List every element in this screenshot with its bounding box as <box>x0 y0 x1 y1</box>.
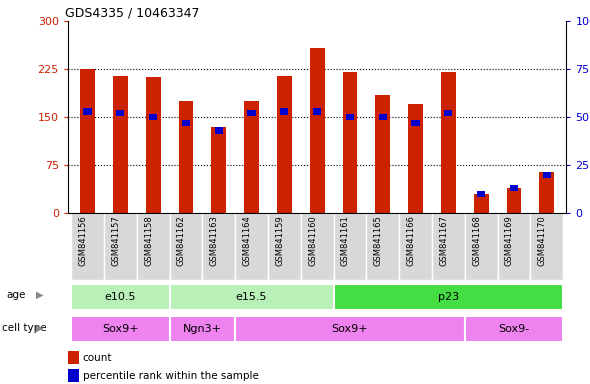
Text: GSM841160: GSM841160 <box>308 215 317 266</box>
Text: count: count <box>83 353 112 363</box>
Text: GSM841170: GSM841170 <box>537 215 547 266</box>
Text: e15.5: e15.5 <box>236 291 267 302</box>
Text: percentile rank within the sample: percentile rank within the sample <box>83 371 258 381</box>
Bar <box>411 120 419 126</box>
Bar <box>379 114 387 120</box>
FancyBboxPatch shape <box>235 316 465 342</box>
FancyBboxPatch shape <box>366 213 399 280</box>
FancyBboxPatch shape <box>71 316 169 342</box>
Bar <box>510 185 518 191</box>
Text: age: age <box>6 290 25 300</box>
Text: GSM841161: GSM841161 <box>341 215 350 266</box>
Text: GSM841165: GSM841165 <box>373 215 383 266</box>
FancyBboxPatch shape <box>169 213 202 280</box>
Text: GSM841164: GSM841164 <box>242 215 251 266</box>
Bar <box>68 351 78 364</box>
FancyBboxPatch shape <box>235 213 268 280</box>
Bar <box>441 72 455 213</box>
Text: Sox9-: Sox9- <box>499 324 530 334</box>
Text: ▶: ▶ <box>37 323 44 333</box>
Bar <box>149 114 157 120</box>
Text: cell type: cell type <box>2 323 47 333</box>
FancyBboxPatch shape <box>71 213 104 280</box>
Text: GSM841167: GSM841167 <box>440 215 448 266</box>
Bar <box>113 76 127 213</box>
Bar <box>247 110 255 116</box>
Bar <box>444 110 453 116</box>
Text: Sox9+: Sox9+ <box>332 324 368 334</box>
FancyBboxPatch shape <box>497 213 530 280</box>
Bar <box>507 187 522 213</box>
Bar <box>343 72 358 213</box>
FancyBboxPatch shape <box>202 213 235 280</box>
FancyBboxPatch shape <box>465 316 563 342</box>
Bar <box>211 127 226 213</box>
Text: Ngn3+: Ngn3+ <box>183 324 222 334</box>
Text: e10.5: e10.5 <box>104 291 136 302</box>
FancyBboxPatch shape <box>169 316 235 342</box>
Text: GSM841156: GSM841156 <box>78 215 87 266</box>
FancyBboxPatch shape <box>530 213 563 280</box>
FancyBboxPatch shape <box>399 213 432 280</box>
Bar <box>277 76 291 213</box>
Bar <box>346 114 354 120</box>
Text: p23: p23 <box>438 291 459 302</box>
Text: GSM841158: GSM841158 <box>144 215 153 266</box>
Bar <box>474 194 489 213</box>
Bar <box>408 104 423 213</box>
FancyBboxPatch shape <box>71 284 169 310</box>
Bar <box>116 110 124 116</box>
Text: GSM841169: GSM841169 <box>505 215 514 266</box>
Text: Sox9+: Sox9+ <box>102 324 139 334</box>
FancyBboxPatch shape <box>465 213 497 280</box>
Bar <box>182 120 190 126</box>
Text: GSM841168: GSM841168 <box>472 215 481 266</box>
Text: GDS4335 / 10463347: GDS4335 / 10463347 <box>65 7 200 20</box>
FancyBboxPatch shape <box>137 213 169 280</box>
Bar <box>539 172 554 213</box>
Text: GSM841162: GSM841162 <box>177 215 186 266</box>
Bar <box>80 69 95 213</box>
Bar <box>477 191 485 197</box>
FancyBboxPatch shape <box>268 213 301 280</box>
Text: ▶: ▶ <box>37 290 44 300</box>
FancyBboxPatch shape <box>169 284 333 310</box>
Bar <box>543 172 551 178</box>
Text: GSM841157: GSM841157 <box>112 215 120 266</box>
Text: GSM841166: GSM841166 <box>407 215 415 266</box>
Bar <box>310 48 324 213</box>
Bar <box>68 369 78 382</box>
FancyBboxPatch shape <box>104 213 137 280</box>
Bar <box>146 77 160 213</box>
Bar <box>83 108 91 114</box>
FancyBboxPatch shape <box>301 213 333 280</box>
Bar <box>280 108 289 114</box>
FancyBboxPatch shape <box>333 284 563 310</box>
Bar <box>179 101 194 213</box>
Bar <box>244 101 259 213</box>
FancyBboxPatch shape <box>333 213 366 280</box>
FancyBboxPatch shape <box>432 213 465 280</box>
Bar <box>375 95 390 213</box>
Bar <box>313 108 321 114</box>
Bar <box>215 127 223 134</box>
Text: GSM841163: GSM841163 <box>209 215 219 266</box>
Text: GSM841159: GSM841159 <box>276 215 284 266</box>
